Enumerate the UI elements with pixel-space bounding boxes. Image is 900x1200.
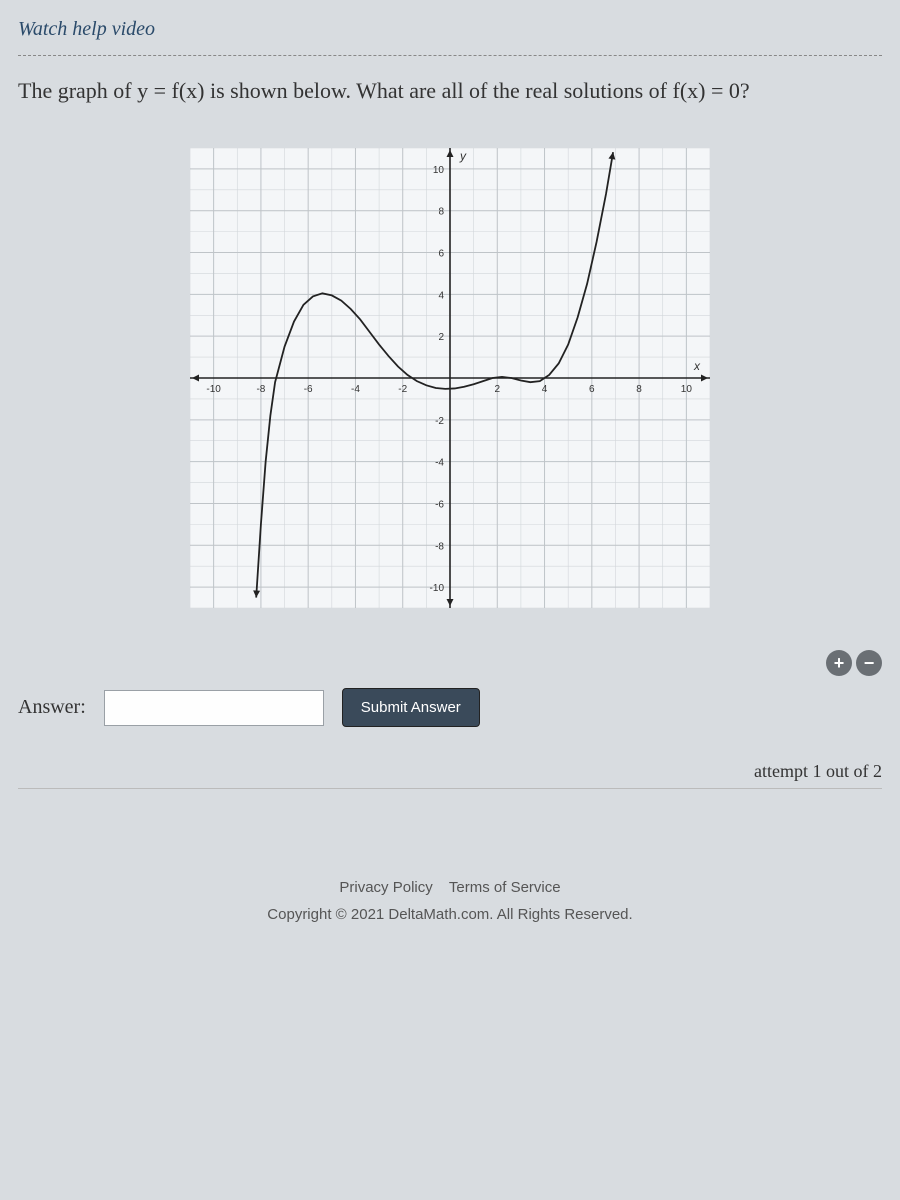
svg-text:-6: -6: [304, 384, 313, 395]
submit-answer-button[interactable]: Submit Answer: [342, 688, 480, 727]
question-text: The graph of y = f(x) is shown below. Wh…: [18, 74, 882, 108]
svg-text:-4: -4: [435, 458, 444, 469]
svg-text:-2: -2: [398, 384, 407, 395]
svg-text:-10: -10: [206, 384, 221, 395]
svg-text:2: 2: [494, 384, 500, 395]
svg-text:-8: -8: [435, 541, 444, 552]
svg-text:8: 8: [438, 207, 444, 218]
svg-text:10: 10: [433, 165, 445, 176]
plus-icon[interactable]: +: [826, 650, 852, 676]
svg-text:-4: -4: [351, 384, 360, 395]
svg-text:-6: -6: [435, 500, 444, 511]
divider: [18, 55, 882, 56]
function-graph: -10-8-6-4-2246810-10-8-6-4-2246810xy: [190, 148, 710, 608]
attempt-counter: attempt 1 out of 2: [18, 761, 882, 789]
svg-text:-8: -8: [256, 384, 265, 395]
svg-text:6: 6: [438, 249, 444, 260]
svg-text:10: 10: [681, 384, 693, 395]
watch-help-video-link[interactable]: Watch help video: [18, 0, 155, 55]
answer-input[interactable]: [104, 690, 324, 726]
svg-text:-10: -10: [430, 583, 445, 594]
minus-icon[interactable]: −: [856, 650, 882, 676]
svg-text:2: 2: [438, 332, 444, 343]
svg-text:-2: -2: [435, 416, 444, 427]
svg-text:4: 4: [542, 384, 548, 395]
answer-label: Answer:: [18, 696, 86, 719]
svg-text:y: y: [459, 149, 467, 163]
chart-container: -10-8-6-4-2246810-10-8-6-4-2246810xy: [18, 148, 882, 608]
svg-text:6: 6: [589, 384, 595, 395]
svg-text:8: 8: [636, 384, 642, 395]
copyright-text: Copyright © 2021 DeltaMath.com. All Righ…: [18, 906, 882, 923]
footer: Privacy Policy Terms of Service Copyrigh…: [18, 879, 882, 923]
svg-text:4: 4: [438, 290, 444, 301]
svg-text:x: x: [693, 359, 701, 373]
terms-of-service-link[interactable]: Terms of Service: [449, 879, 561, 896]
privacy-policy-link[interactable]: Privacy Policy: [339, 879, 432, 896]
answer-row: + − Answer: Submit Answer: [18, 688, 882, 727]
